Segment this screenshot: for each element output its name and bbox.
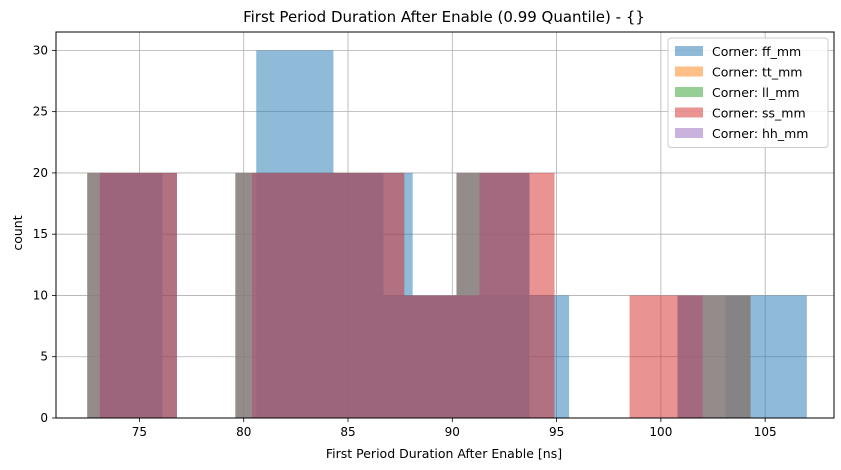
y-tick-label: 5 <box>40 350 48 364</box>
y-tick-label: 20 <box>33 166 48 180</box>
y-tick-label: 25 <box>33 105 48 119</box>
legend-label: Corner: ff_mm <box>712 44 801 59</box>
histogram-bar <box>308 172 384 418</box>
y-axis-label: count <box>10 215 25 250</box>
x-tick-label: 75 <box>132 425 147 439</box>
legend-swatch <box>675 87 703 97</box>
x-tick-label: 80 <box>236 425 251 439</box>
legend-label: Corner: tt_mm <box>712 65 802 80</box>
histogram-bars <box>87 50 807 418</box>
legend-swatch <box>675 128 703 138</box>
legend-box <box>667 37 829 148</box>
x-tick-label: 105 <box>754 425 777 439</box>
y-tick-label: 30 <box>33 43 48 57</box>
chart-title: First Period Duration After Enable (0.99… <box>243 8 645 26</box>
y-tick-label: 15 <box>33 227 48 241</box>
histogram-bar <box>87 172 163 418</box>
histogram-bar <box>677 295 751 418</box>
y-tick-label: 10 <box>33 288 48 302</box>
y-tick-label: 0 <box>40 411 48 425</box>
legend-label: Corner: ll_mm <box>712 85 800 100</box>
y-axis-ticks: 0 5 10 15 20 25 30 <box>33 43 56 425</box>
legend-label: Corner: ss_mm <box>712 106 806 121</box>
x-axis-label: First Period Duration After Enable [ns] <box>326 446 562 461</box>
plot-frame <box>55 31 835 419</box>
x-tick-label: 95 <box>549 425 564 439</box>
legend-swatch <box>675 46 703 56</box>
x-tick-label: 100 <box>649 425 672 439</box>
histogram-bar <box>456 172 530 418</box>
x-tick-label: 90 <box>445 425 460 439</box>
legend: Corner: ff_mm Corner: tt_mm Corner: ll_mm C… <box>667 37 829 148</box>
histogram-bar <box>383 295 457 418</box>
x-tick-label: 85 <box>340 425 355 439</box>
legend-label: Corner: hh_mm <box>712 126 808 141</box>
histogram-bar <box>235 172 309 418</box>
x-axis-ticks: 75 80 85 90 95 100 105 <box>132 418 777 439</box>
legend-swatch <box>675 66 703 77</box>
legend-swatch <box>675 107 703 118</box>
